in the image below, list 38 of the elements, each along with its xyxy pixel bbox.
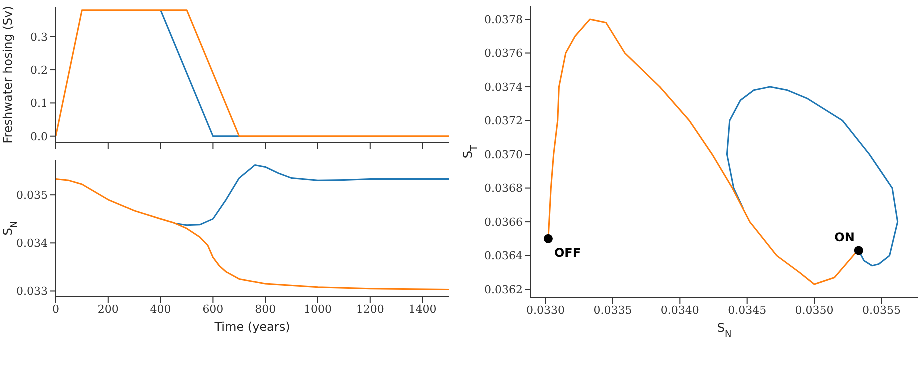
- line-series: [56, 178, 449, 291]
- y-tick-label: 0.0368: [484, 182, 523, 196]
- line-series: [726, 86, 899, 267]
- x-tick-label: 0.0335: [594, 304, 632, 317]
- annotation: OFF: [554, 246, 582, 260]
- y-tick-label: 0.0374: [484, 80, 523, 94]
- y-tick-label: 0.033: [16, 285, 48, 298]
- y-tick-label: 0.2: [30, 64, 48, 77]
- line-series: [173, 164, 449, 226]
- x-tick-label: 800: [255, 302, 276, 316]
- x-tick-label: 600: [202, 302, 224, 316]
- x-tick-label: 400: [150, 302, 172, 316]
- y-tick-label: 0.0: [30, 130, 48, 144]
- x-tick-label: 200: [98, 302, 119, 316]
- x-axis-title: Time (years): [214, 320, 290, 334]
- y-tick-label: 0.0362: [484, 283, 523, 296]
- x-axis-title: S$_{N}$: [717, 321, 732, 340]
- y-tick-label: 0.0378: [484, 13, 523, 26]
- x-tick-label: 0.0330: [526, 304, 566, 317]
- y-tick-label: 0.3: [30, 30, 48, 44]
- y-tick-label: 0.0370: [484, 148, 523, 162]
- x-tick-label: 1400: [408, 302, 437, 316]
- y-axis-title: Freshwater hosing (Sv): [1, 6, 15, 144]
- x-tick-label: 0: [52, 302, 60, 316]
- x-tick-label: 1200: [356, 302, 384, 316]
- y-tick-label: 0.0376: [484, 47, 523, 60]
- y-tick-label: 0.035: [16, 188, 48, 202]
- y-tick-label: 0.0366: [484, 216, 523, 229]
- x-tick-label: 0.0345: [728, 304, 767, 317]
- y-tick-label: 0.0372: [484, 114, 523, 128]
- x-tick-label: 0.0340: [660, 304, 700, 317]
- x-tick-label: 0.0350: [795, 304, 834, 317]
- annotation: ON: [834, 230, 855, 245]
- y-tick-label: 0.1: [30, 97, 48, 110]
- x-tick-label: 1000: [304, 302, 332, 316]
- x-tick-label: 0.0355: [862, 304, 901, 317]
- y-tick-label: 0.034: [16, 237, 48, 250]
- y-tick-label: 0.0364: [484, 250, 523, 263]
